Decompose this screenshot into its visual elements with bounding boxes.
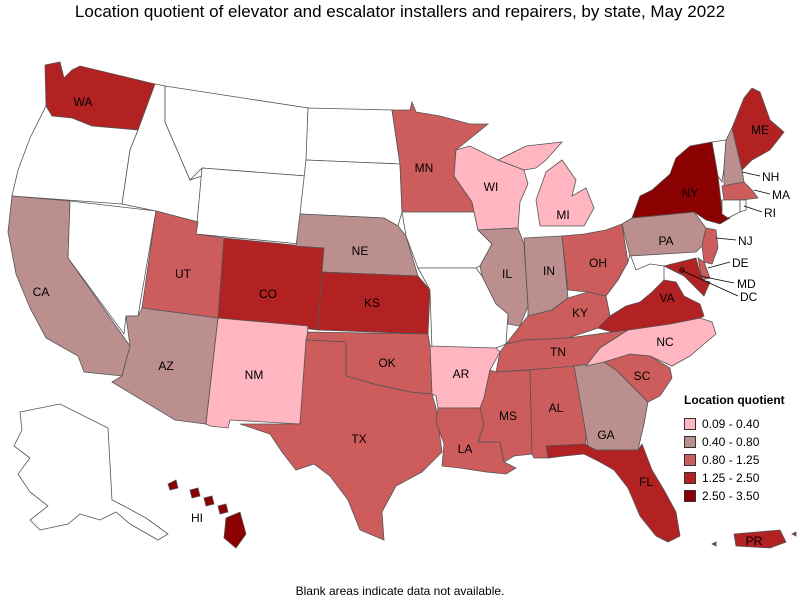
- label-me: ME: [751, 123, 769, 137]
- label-ky: KY: [572, 306, 588, 320]
- state-pr[interactable]: [711, 529, 797, 549]
- state-me[interactable]: [731, 87, 785, 171]
- state-labels: WA CA UT AZ CO NM NE KS OK TX MN AR LA W…: [33, 95, 769, 548]
- label-la: LA: [458, 442, 473, 456]
- legend-swatch: [684, 454, 696, 466]
- legend-label: 1.25 - 2.50: [702, 471, 760, 485]
- label-ca: CA: [33, 285, 50, 299]
- leader-labels: NH MA RI NJ DE MD DC: [732, 170, 790, 304]
- label-ri: RI: [764, 206, 776, 220]
- legend-label: 2.50 - 3.50: [702, 489, 760, 503]
- state-vt[interactable]: [711, 139, 727, 184]
- label-va: VA: [659, 291, 674, 305]
- state-il[interactable]: [477, 227, 529, 327]
- state-mo[interactable]: [417, 267, 509, 351]
- legend-label: 0.09 - 0.40: [702, 417, 760, 431]
- legend-swatch: [684, 436, 696, 448]
- legend-item: 2.50 - 3.50: [684, 487, 800, 505]
- label-tn: TN: [550, 345, 566, 359]
- label-hi: HI: [191, 511, 203, 525]
- label-md: MD: [737, 277, 756, 291]
- label-il: IL: [502, 267, 512, 281]
- label-ny: NY: [682, 186, 699, 200]
- label-ma: MA: [772, 188, 790, 202]
- label-pr: PR: [746, 534, 763, 548]
- leader-lines: [682, 171, 771, 297]
- state-wi[interactable]: [453, 145, 529, 231]
- legend-title: Location quotient: [684, 393, 785, 407]
- map-title: Location quotient of elevator and escala…: [74, 2, 726, 21]
- label-nm: NM: [245, 368, 264, 382]
- legend-item: 1.25 - 2.50: [684, 469, 800, 487]
- legend-label: 0.80 - 1.25: [702, 453, 760, 467]
- legend: Location quotient 0.09 - 0.40 0.40 - 0.8…: [684, 393, 800, 505]
- legend-swatch: [684, 490, 696, 502]
- state-ri[interactable]: [739, 199, 747, 213]
- state-hi[interactable]: [167, 479, 247, 549]
- legend-label: 0.40 - 0.80: [702, 435, 760, 449]
- label-tx: TX: [351, 432, 366, 446]
- label-oh: OH: [589, 256, 607, 270]
- label-mi: MI: [556, 208, 569, 222]
- label-in: IN: [543, 264, 555, 278]
- legend-swatch: [684, 418, 696, 430]
- label-ga: GA: [597, 428, 614, 442]
- state-ak[interactable]: [13, 403, 169, 541]
- label-az: AZ: [158, 359, 173, 373]
- label-ms: MS: [499, 409, 517, 423]
- label-dc: DC: [740, 290, 758, 304]
- label-ut: UT: [175, 267, 192, 281]
- legend-item: 0.80 - 1.25: [684, 451, 800, 469]
- label-pa: PA: [658, 234, 673, 248]
- state-md[interactable]: [662, 257, 711, 297]
- label-nh: NH: [762, 170, 779, 184]
- label-nc: NC: [656, 335, 674, 349]
- label-sc: SC: [634, 369, 651, 383]
- label-wa: WA: [74, 95, 93, 109]
- state-wy[interactable]: [195, 167, 307, 245]
- label-mn: MN: [415, 161, 434, 175]
- label-wi: WI: [484, 180, 499, 194]
- state-ks[interactable]: [317, 271, 431, 335]
- label-ne: NE: [352, 244, 369, 258]
- footnote: Blank areas indicate data not available.: [295, 584, 505, 598]
- label-nj: NJ: [738, 234, 753, 248]
- legend-item: 0.09 - 0.40: [684, 415, 800, 433]
- state-fl[interactable]: [545, 443, 681, 543]
- label-ok: OK: [378, 356, 395, 370]
- state-nj[interactable]: [701, 227, 719, 265]
- state-ma[interactable]: [721, 181, 759, 201]
- state-ct[interactable]: [721, 199, 741, 219]
- label-al: AL: [549, 401, 564, 415]
- label-ar: AR: [453, 367, 470, 381]
- label-fl: FL: [639, 475, 653, 489]
- state-co[interactable]: [217, 237, 325, 331]
- legend-item: 0.40 - 0.80: [684, 433, 800, 451]
- label-co: CO: [259, 287, 277, 301]
- label-ks: KS: [364, 296, 380, 310]
- state-tx[interactable]: [239, 339, 443, 541]
- legend-swatch: [684, 472, 696, 484]
- state-mt[interactable]: [164, 85, 309, 181]
- state-mi[interactable]: [497, 141, 595, 227]
- label-de: DE: [732, 256, 749, 270]
- state-dc[interactable]: [678, 266, 686, 274]
- state-nd[interactable]: [305, 107, 401, 165]
